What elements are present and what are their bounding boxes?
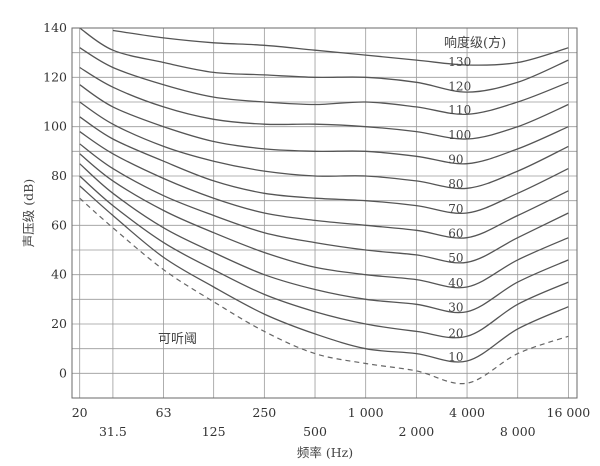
y-tick-label: 40 — [51, 267, 67, 282]
x-tick-label: 4 000 — [449, 405, 485, 420]
x-tick-label: 250 — [252, 405, 276, 420]
x-tick-label: 500 — [303, 424, 327, 439]
curve-labels: 130 120 110 100 90 80 70 60 50 40 30 20 10 — [448, 55, 471, 364]
curve-label: 60 — [448, 226, 463, 240]
y-tick-label: 80 — [51, 168, 67, 183]
loudness-curve-90 — [79, 84, 569, 165]
curve-label: 20 — [448, 327, 463, 341]
loudness-curve-130 — [112, 29, 569, 66]
loudness-curve-20 — [79, 175, 569, 339]
threshold-label: 可听阈 — [158, 332, 197, 347]
hearing-threshold-curve — [79, 197, 569, 385]
loudness-curve-80 — [79, 101, 569, 190]
loudness-curve-120 — [79, 27, 569, 93]
y-tick-label: 100 — [43, 119, 67, 134]
x-tick-label: 16 000 — [547, 405, 591, 420]
curve-label: 100 — [448, 128, 471, 142]
x-tick-label: 125 — [202, 424, 226, 439]
loudness-curve-50 — [79, 143, 569, 264]
x-tick-label: 2 000 — [398, 424, 434, 439]
legend-title: 响度级(方) — [444, 35, 506, 51]
loudness-curve-10 — [79, 185, 569, 363]
loudness-curve-110 — [79, 47, 569, 115]
loudness-curve-40 — [79, 153, 569, 289]
y-tick-label: 140 — [43, 20, 67, 35]
loudness-curve-30 — [79, 163, 569, 314]
curve-label: 110 — [448, 103, 471, 117]
loudness-curve-100 — [79, 66, 569, 140]
curve-label: 90 — [448, 152, 463, 166]
curve-label: 120 — [448, 80, 471, 94]
y-tick-label: 120 — [43, 69, 67, 84]
curves — [79, 27, 569, 385]
curve-label: 50 — [448, 251, 463, 265]
x-tick-label: 1 000 — [348, 405, 384, 420]
curve-label: 10 — [448, 350, 463, 364]
x-tick-label: 8 000 — [500, 424, 536, 439]
x-tick-label: 20 — [72, 405, 88, 420]
curve-label: 70 — [448, 202, 463, 216]
x-tick-label: 63 — [156, 405, 172, 420]
curve-label: 130 — [448, 55, 471, 69]
y-tick-label: 0 — [59, 365, 67, 380]
y-tick-label: 20 — [51, 316, 67, 331]
y-axis-label: 声压级 (dB) — [21, 179, 36, 247]
curve-label: 40 — [448, 276, 463, 290]
loudness-curve-60 — [79, 131, 569, 239]
plot-frame — [71, 27, 578, 399]
grid — [72, 27, 577, 399]
loudness-curve-70 — [79, 116, 569, 215]
x-axis-label: 频率 (Hz) — [297, 445, 353, 460]
x-tick-label: 31.5 — [99, 424, 127, 439]
curve-label: 30 — [448, 300, 463, 314]
y-tick-label: 60 — [51, 217, 67, 232]
curve-label: 80 — [448, 177, 463, 191]
